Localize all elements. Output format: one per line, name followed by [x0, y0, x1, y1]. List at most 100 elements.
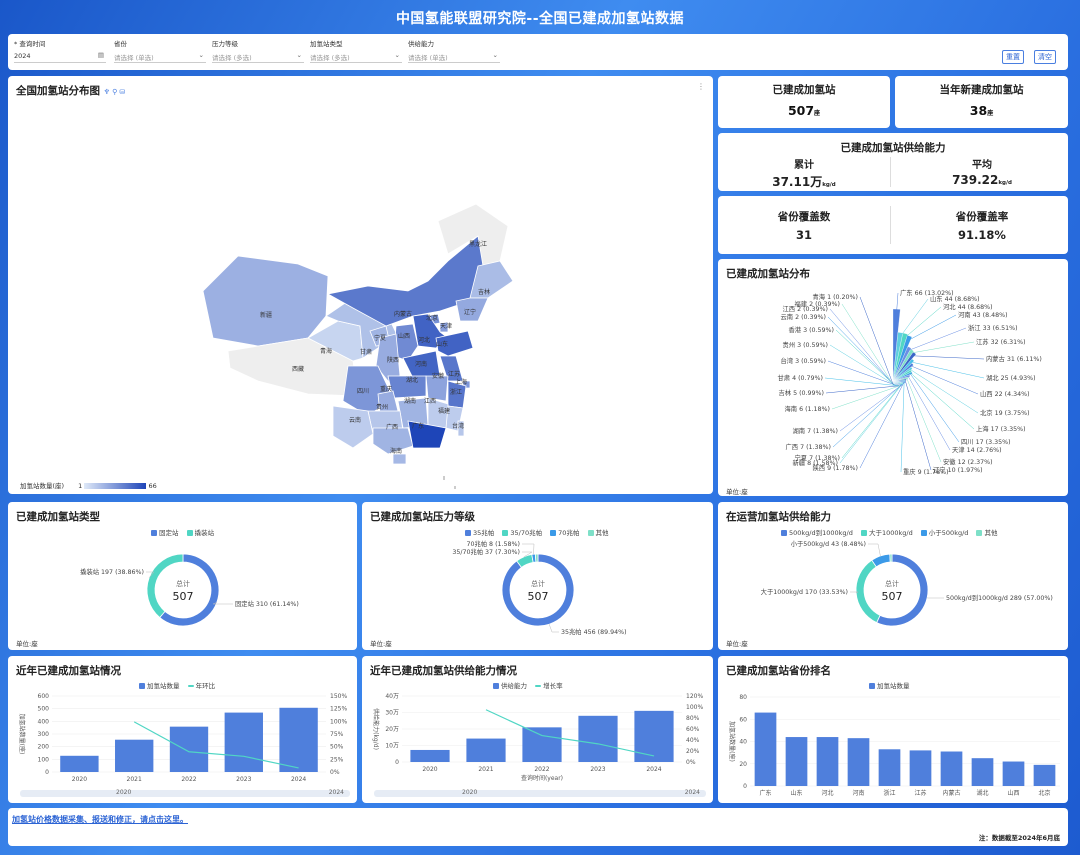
donut-center-label: 总计 — [531, 579, 545, 588]
filter-pressure[interactable]: 压力等级 请选择 (多选) ⌄ — [212, 38, 304, 63]
province-天津[interactable] — [439, 321, 449, 333]
rose-slice[interactable] — [892, 358, 915, 382]
bar[interactable] — [224, 712, 263, 772]
rose-slice[interactable] — [892, 376, 909, 382]
bar[interactable] — [971, 758, 994, 786]
south-sea-islands — [454, 486, 456, 489]
bar[interactable] — [466, 738, 506, 762]
province-广西[interactable] — [372, 427, 414, 455]
filter-station-type[interactable]: 加氢站类型 请选择 (多选) ⌄ — [310, 38, 402, 63]
province-新疆[interactable] — [202, 255, 329, 347]
clear-button[interactable]: 清空 — [1034, 50, 1056, 64]
filter-province[interactable]: 省份 请选择 (单选) ⌄ — [114, 38, 206, 63]
legend-item[interactable]: 固定站 — [151, 527, 179, 537]
pressure-donut-chart[interactable]: 35兆帕 456 (89.94%) 35/70兆帕 37 (7.30%)70兆帕 … — [362, 502, 713, 650]
legend-item[interactable]: 35兆帕 — [465, 527, 494, 537]
rose-slice[interactable] — [892, 348, 915, 382]
kpi-title: 已建成加氢站 — [772, 84, 836, 96]
legend-item[interactable]: 其他 — [976, 527, 997, 537]
bar[interactable] — [279, 707, 318, 772]
type-donut-chart[interactable]: 固定站 310 (61.14%) 撬装站 197 (38.86%) 总计 507 — [8, 502, 357, 650]
distribution-rose-chart[interactable]: 广东 66 (13.02%)山东 44 (8.68%)河北 44 (8.68%)… — [718, 259, 1068, 496]
data-report-link[interactable]: 加氢站价格数据采集、报送和修正，请点击这里。 — [12, 815, 188, 824]
y2-tick-label: 125% — [330, 706, 347, 713]
legend-item[interactable]: 年环比 — [187, 680, 215, 690]
bar[interactable] — [169, 726, 209, 772]
rose-slice[interactable] — [892, 378, 907, 382]
province-湖北[interactable] — [387, 375, 427, 399]
filter-query-time[interactable]: * 查询时间 2024 ▤ — [14, 38, 106, 63]
reset-button[interactable]: 重置 — [1002, 50, 1024, 64]
province-安徽[interactable] — [425, 375, 449, 402]
rose-slice[interactable] — [892, 374, 911, 382]
province-label: 四川 — [357, 388, 369, 395]
legend-item[interactable]: 35/70兆帕 — [502, 527, 542, 537]
donut-slice[interactable] — [855, 559, 881, 624]
province-云南[interactable] — [332, 405, 374, 449]
province-海南[interactable] — [392, 453, 407, 465]
legend-item[interactable]: 其他 — [587, 527, 609, 537]
donut-slice[interactable] — [534, 553, 539, 563]
bar[interactable] — [115, 739, 154, 772]
legend-item[interactable]: 500kg/d到1000kg/d — [781, 527, 853, 537]
station-type-select[interactable]: 请选择 (多选) ⌄ — [310, 51, 402, 63]
y-tick-label: 40 — [739, 739, 747, 746]
province-山东[interactable] — [435, 330, 474, 357]
bar[interactable] — [909, 750, 932, 786]
trend-line[interactable] — [133, 721, 299, 769]
province-辽宁[interactable] — [455, 297, 489, 322]
legend-item[interactable]: 大于1000kg/d — [860, 527, 913, 537]
range-slider[interactable]: 2020 2024 — [20, 789, 350, 797]
chart-title: 在运营加氢站供给能力 — [726, 511, 831, 523]
rose-slice[interactable] — [892, 362, 914, 382]
legend-item[interactable]: 小于500kg/d — [920, 527, 968, 537]
legend-item[interactable]: 增长率 — [535, 680, 563, 690]
legend-item[interactable]: 加氢站数量 — [139, 680, 180, 690]
province-广东[interactable] — [407, 420, 447, 449]
kpi-cum-value: 37.11万kg/d — [772, 175, 836, 189]
bar[interactable] — [785, 737, 808, 786]
donut-slice[interactable] — [146, 553, 184, 619]
legend-item[interactable]: 70兆帕 — [550, 527, 579, 537]
province-ranking-chart[interactable]: 80 60 40 20 0 广东 山东 河北 河南 浙江 江苏 内蒙古 湖北 山西 北京 加氢站数量(座) — [718, 656, 1068, 803]
province-台湾[interactable] — [457, 420, 465, 437]
more-icon[interactable]: ⋮ — [697, 82, 705, 91]
bar[interactable] — [940, 751, 963, 786]
donut-slice[interactable] — [501, 553, 575, 627]
bar[interactable] — [522, 727, 562, 762]
province-吉林[interactable] — [469, 260, 514, 299]
info-icon[interactable]: ♆ ⚲ ⛁ — [103, 88, 126, 96]
rose-slice[interactable] — [892, 351, 917, 382]
slider-start: 2020 — [116, 789, 132, 796]
capacity-donut-chart[interactable]: 500kg/d到1000kg/d 289 (57.00%) 大于1000kg/d … — [718, 502, 1068, 650]
bar[interactable] — [816, 737, 839, 786]
bar[interactable] — [847, 738, 870, 786]
province-label: 广西 — [386, 423, 398, 431]
bar[interactable] — [878, 749, 901, 786]
bar[interactable] — [578, 715, 618, 762]
bar[interactable] — [634, 710, 674, 762]
legend-item[interactable]: 加氢站数量 — [869, 680, 910, 690]
bar[interactable] — [1002, 761, 1025, 786]
pressure-select[interactable]: 请选择 (多选) ⌄ — [212, 51, 304, 63]
year-input[interactable]: 2024 ▤ — [14, 51, 106, 63]
trend-line[interactable] — [485, 709, 655, 757]
yearly-stations-chart[interactable]: 600 500 400 300 200 100 0 150% 125% 100% 75% 50% 25%… — [8, 656, 357, 803]
rose-slice[interactable] — [892, 366, 913, 382]
legend-item[interactable]: 供给能力 — [493, 680, 527, 690]
donut-slice[interactable] — [871, 553, 891, 568]
legend-item[interactable]: 撬装站 — [186, 527, 214, 537]
province-select[interactable]: 请选择 (单选) ⌄ — [114, 51, 206, 63]
donut-slice[interactable] — [889, 553, 893, 563]
bar[interactable] — [410, 749, 450, 762]
range-slider[interactable]: 2020 2024 — [374, 789, 706, 797]
rose-slice[interactable] — [892, 371, 913, 382]
bar[interactable] — [1033, 764, 1056, 786]
bar[interactable] — [60, 755, 99, 772]
capacity-select[interactable]: 请选择 (单选) ⌄ — [408, 51, 500, 63]
rose-slice[interactable] — [892, 346, 912, 382]
filter-capacity[interactable]: 供给能力 请选择 (单选) ⌄ — [408, 38, 500, 63]
bar[interactable] — [754, 712, 777, 786]
